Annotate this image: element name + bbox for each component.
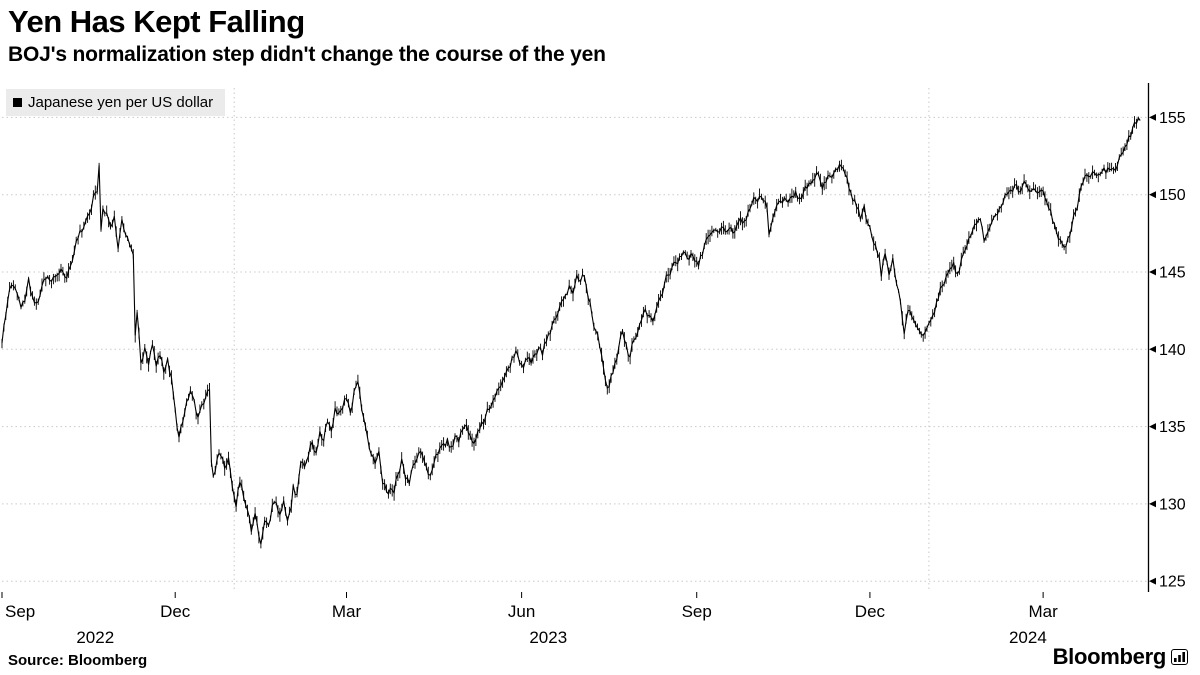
- svg-text:Mar: Mar: [1028, 602, 1058, 621]
- svg-text:140: 140: [1159, 342, 1186, 359]
- svg-text:2024: 2024: [1009, 628, 1047, 647]
- svg-text:Sep: Sep: [682, 602, 712, 621]
- legend-label: Japanese yen per US dollar: [28, 94, 214, 111]
- svg-text:Dec: Dec: [160, 602, 191, 621]
- svg-text:125: 125: [1159, 574, 1186, 591]
- svg-text:130: 130: [1159, 496, 1186, 513]
- chart-subtitle: BOJ's normalization step didn't change t…: [8, 43, 606, 66]
- bloomberg-logo: Bloomberg: [1053, 644, 1188, 670]
- svg-text:Sep: Sep: [5, 602, 35, 621]
- svg-text:155: 155: [1159, 110, 1186, 127]
- chart-header: Yen Has Kept Falling BOJ's normalization…: [0, 0, 1200, 67]
- legend: Japanese yen per US dollar: [6, 89, 226, 116]
- source-note: Source: Bloomberg: [8, 652, 148, 669]
- svg-text:Jun: Jun: [508, 602, 535, 621]
- svg-text:135: 135: [1159, 419, 1186, 436]
- svg-text:150: 150: [1159, 187, 1186, 204]
- svg-text:2023: 2023: [529, 628, 567, 647]
- svg-text:Dec: Dec: [855, 602, 886, 621]
- legend-swatch-icon: [13, 98, 22, 107]
- bloomberg-chart-icon: [1171, 649, 1188, 665]
- svg-text:2022: 2022: [76, 628, 114, 647]
- svg-text:145: 145: [1159, 264, 1186, 281]
- page-title: Yen Has Kept Falling: [8, 4, 305, 39]
- svg-text:Mar: Mar: [332, 602, 362, 621]
- bloomberg-wordmark: Bloomberg: [1052, 644, 1167, 669]
